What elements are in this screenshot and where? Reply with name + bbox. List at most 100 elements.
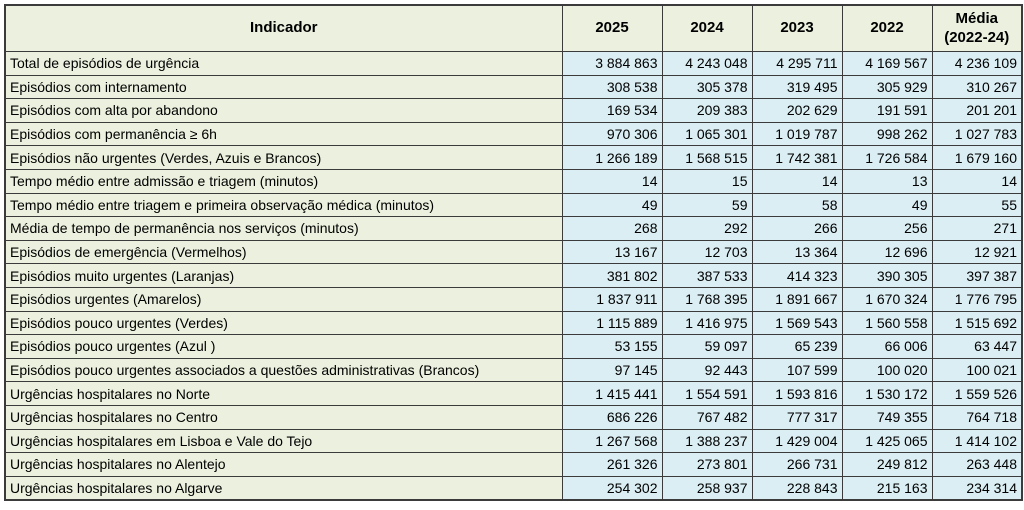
indicator-cell: Episódios pouco urgentes (Verdes) (4, 310, 563, 336)
value-cell: 308 538 (561, 74, 663, 100)
value-cell: 4 295 711 (751, 51, 843, 76)
value-cell: 1 019 787 (751, 121, 843, 147)
indicator-cell: Episódios pouco urgentes associados a qu… (4, 357, 563, 383)
indicator-cell: Urgências hospitalares no Algarve (4, 475, 563, 501)
table-row: Tempo médio entre admissão e triagem (mi… (4, 168, 1023, 194)
value-cell: 65 239 (751, 334, 843, 359)
value-cell: 1 768 395 (661, 286, 753, 312)
table-row: Urgências hospitalares no Norte 1 415 44… (4, 381, 1023, 406)
value-cell: 1 670 324 (841, 286, 933, 312)
value-cell: 1 726 584 (841, 145, 933, 170)
value-cell: 764 718 (931, 404, 1023, 430)
value-cell: 970 306 (561, 121, 663, 147)
value-cell: 387 533 (661, 263, 753, 288)
indicator-cell: Episódios com alta por abandono (4, 98, 563, 123)
value-cell: 14 (931, 168, 1023, 194)
indicator-cell: Episódios urgentes (Amarelos) (4, 286, 563, 312)
table-row: Média de tempo de permanência nos serviç… (4, 216, 1023, 241)
table-row: Episódios pouco urgentes associados a qu… (4, 357, 1023, 383)
value-cell: 310 267 (931, 74, 1023, 100)
indicator-cell: Episódios muito urgentes (Laranjas) (4, 263, 563, 288)
value-cell: 201 201 (931, 98, 1023, 123)
value-cell: 390 305 (841, 263, 933, 288)
value-cell: 63 447 (931, 334, 1023, 359)
indicator-cell: Episódios de emergência (Vermelhos) (4, 239, 563, 265)
value-cell: 4 169 567 (841, 51, 933, 76)
value-cell: 749 355 (841, 404, 933, 430)
value-cell: 234 314 (931, 475, 1023, 501)
table-row: Episódios pouco urgentes (Verdes) 1 115 … (4, 310, 1023, 336)
value-cell: 169 534 (561, 98, 663, 123)
value-cell: 12 703 (661, 239, 753, 265)
value-cell: 13 364 (751, 239, 843, 265)
value-cell: 266 (751, 216, 843, 241)
value-cell: 13 (841, 168, 933, 194)
indicator-cell: Urgências hospitalares no Centro (4, 404, 563, 430)
value-cell: 1 742 381 (751, 145, 843, 170)
value-cell: 998 262 (841, 121, 933, 147)
table-row: Episódios com permanência ≥ 6h 970 306 1… (4, 121, 1023, 147)
indicator-cell: Média de tempo de permanência nos serviç… (4, 216, 563, 241)
value-cell: 1 429 004 (751, 428, 843, 454)
value-cell: 107 599 (751, 357, 843, 383)
value-cell: 12 921 (931, 239, 1023, 265)
value-cell: 273 801 (661, 452, 753, 477)
table-row: Episódios pouco urgentes (Azul ) 53 155 … (4, 334, 1023, 359)
table-row: Episódios de emergência (Vermelhos) 13 1… (4, 239, 1023, 265)
header-year-2025: 2025 (561, 4, 663, 52)
table-row: Episódios urgentes (Amarelos) 1 837 911 … (4, 286, 1023, 312)
indicator-cell: Tempo médio entre admissão e triagem (mi… (4, 168, 563, 194)
value-cell: 202 629 (751, 98, 843, 123)
value-cell: 686 226 (561, 404, 663, 430)
value-cell: 305 929 (841, 74, 933, 100)
value-cell: 3 884 863 (561, 51, 663, 76)
value-cell: 1 415 441 (561, 381, 663, 406)
indicator-cell: Episódios não urgentes (Verdes, Azuis e … (4, 145, 563, 170)
value-cell: 1 266 189 (561, 145, 663, 170)
value-cell: 1 569 543 (751, 310, 843, 336)
table-row: Urgências hospitalares em Lisboa e Vale … (4, 428, 1023, 454)
value-cell: 100 020 (841, 357, 933, 383)
value-cell: 397 387 (931, 263, 1023, 288)
value-cell: 49 (841, 192, 933, 218)
indicators-table-container: Indicador 2025 2024 2023 2022 Média (202… (4, 4, 1023, 502)
value-cell: 1 559 526 (931, 381, 1023, 406)
value-cell: 767 482 (661, 404, 753, 430)
table-row: Urgências hospitalares no Centro 686 226… (4, 404, 1023, 430)
value-cell: 292 (661, 216, 753, 241)
value-cell: 1 554 591 (661, 381, 753, 406)
value-cell: 59 097 (661, 334, 753, 359)
value-cell: 92 443 (661, 357, 753, 383)
header-media: Média (2022-24) (931, 4, 1023, 52)
value-cell: 1 065 301 (661, 121, 753, 147)
value-cell: 261 326 (561, 452, 663, 477)
value-cell: 414 323 (751, 263, 843, 288)
table-row: Total de episódios de urgência 3 884 863… (4, 51, 1023, 76)
value-cell: 100 021 (931, 357, 1023, 383)
table-row: Urgências hospitalares no Alentejo 261 3… (4, 452, 1023, 477)
indicator-cell: Episódios com permanência ≥ 6h (4, 121, 563, 147)
indicator-cell: Urgências hospitalares em Lisboa e Vale … (4, 428, 563, 454)
value-cell: 254 302 (561, 475, 663, 501)
value-cell: 1 515 692 (931, 310, 1023, 336)
table-row: Episódios com internamento 308 538 305 3… (4, 74, 1023, 100)
value-cell: 263 448 (931, 452, 1023, 477)
value-cell: 14 (751, 168, 843, 194)
value-cell: 66 006 (841, 334, 933, 359)
indicator-cell: Urgências hospitalares no Norte (4, 381, 563, 406)
value-cell: 1 891 667 (751, 286, 843, 312)
value-cell: 12 696 (841, 239, 933, 265)
value-cell: 15 (661, 168, 753, 194)
value-cell: 249 812 (841, 452, 933, 477)
value-cell: 1 027 783 (931, 121, 1023, 147)
value-cell: 305 378 (661, 74, 753, 100)
value-cell: 266 731 (751, 452, 843, 477)
value-cell: 256 (841, 216, 933, 241)
value-cell: 97 145 (561, 357, 663, 383)
value-cell: 1 568 515 (661, 145, 753, 170)
value-cell: 268 (561, 216, 663, 241)
value-cell: 4 236 109 (931, 51, 1023, 76)
value-cell: 1 414 102 (931, 428, 1023, 454)
value-cell: 14 (561, 168, 663, 194)
value-cell: 381 802 (561, 263, 663, 288)
